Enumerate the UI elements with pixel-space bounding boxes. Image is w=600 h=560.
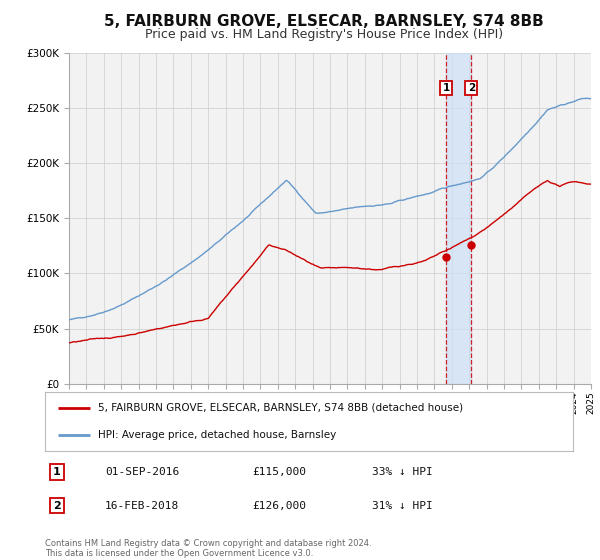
Text: 5, FAIRBURN GROVE, ELSECAR, BARNSLEY, S74 8BB: 5, FAIRBURN GROVE, ELSECAR, BARNSLEY, S7… — [104, 14, 544, 29]
Text: £115,000: £115,000 — [252, 467, 306, 477]
Text: Price paid vs. HM Land Registry's House Price Index (HPI): Price paid vs. HM Land Registry's House … — [145, 28, 503, 41]
Text: HPI: Average price, detached house, Barnsley: HPI: Average price, detached house, Barn… — [98, 430, 336, 440]
Text: 31% ↓ HPI: 31% ↓ HPI — [372, 501, 433, 511]
Text: 1: 1 — [53, 467, 61, 477]
Text: 2: 2 — [53, 501, 61, 511]
Text: 16-FEB-2018: 16-FEB-2018 — [105, 501, 179, 511]
Text: £126,000: £126,000 — [252, 501, 306, 511]
Text: 01-SEP-2016: 01-SEP-2016 — [105, 467, 179, 477]
Text: Contains HM Land Registry data © Crown copyright and database right 2024.
This d: Contains HM Land Registry data © Crown c… — [45, 539, 371, 558]
Text: 2: 2 — [467, 83, 475, 93]
Text: 33% ↓ HPI: 33% ↓ HPI — [372, 467, 433, 477]
Bar — [446, 53, 471, 384]
Text: 5, FAIRBURN GROVE, ELSECAR, BARNSLEY, S74 8BB (detached house): 5, FAIRBURN GROVE, ELSECAR, BARNSLEY, S7… — [98, 403, 463, 413]
Text: 1: 1 — [442, 83, 449, 93]
